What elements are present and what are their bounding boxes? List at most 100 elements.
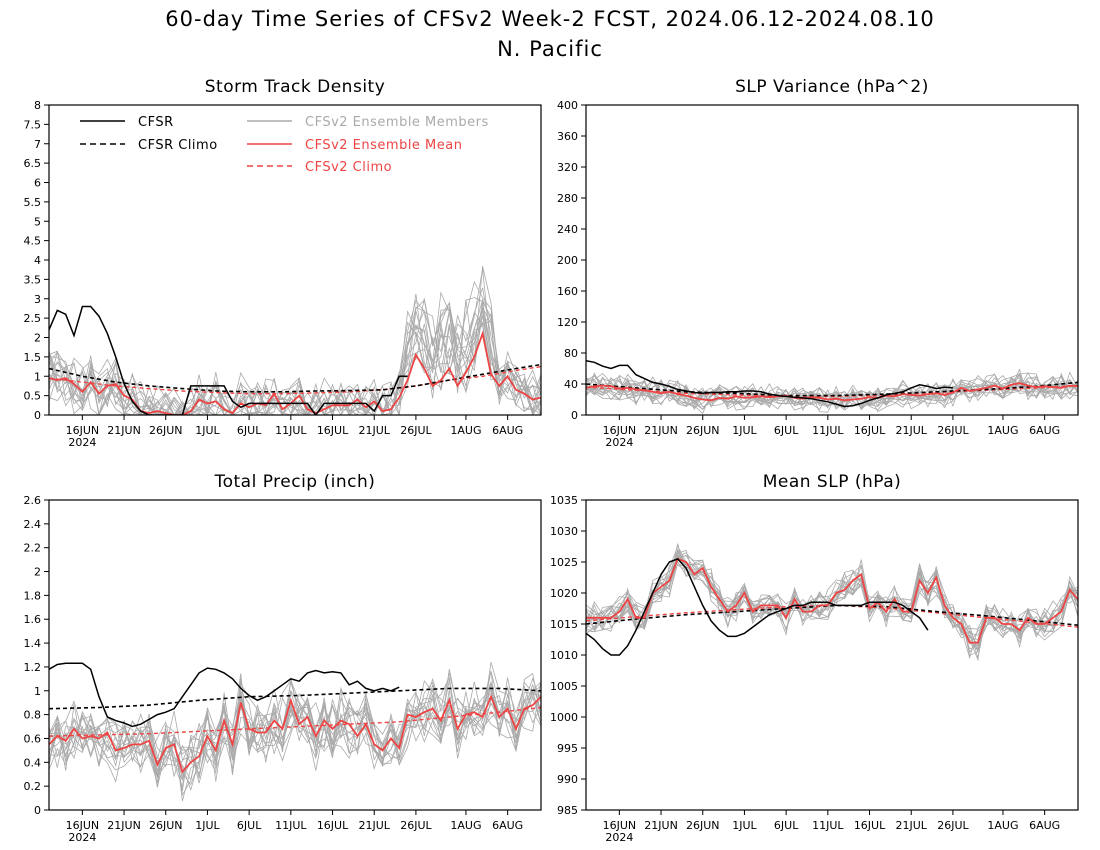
x-tick-label: 26JUL bbox=[400, 819, 432, 832]
ensemble-member-line bbox=[49, 679, 541, 782]
x-tick-label: 6AUG bbox=[1029, 819, 1060, 832]
y-tick-label: 120 bbox=[557, 316, 578, 329]
y-tick-label: 7 bbox=[34, 138, 41, 151]
y-tick-label: 0 bbox=[34, 409, 41, 422]
legend-mean-label: CFSv2 Ensemble Mean bbox=[305, 138, 462, 153]
y-tick-label: 2.6 bbox=[24, 494, 42, 507]
x-tick-label: 26JUN bbox=[149, 819, 183, 832]
x-tick-label: 16JUL bbox=[317, 424, 349, 437]
y-tick-label: 990 bbox=[557, 773, 578, 786]
y-tick-label: 0.4 bbox=[24, 756, 42, 769]
x-tick-label: 6AUG bbox=[492, 424, 523, 437]
x-tick-label: 6JUL bbox=[774, 819, 799, 832]
x-tick-label: 26JUL bbox=[937, 819, 969, 832]
panel-title: SLP Variance (hPa^2) bbox=[735, 77, 929, 97]
x-tick-label: 26JUN bbox=[686, 424, 720, 437]
y-tick-label: 0 bbox=[571, 409, 578, 422]
main-title: 60-day Time Series of CFSv2 Week-2 FCST,… bbox=[165, 7, 934, 31]
x-tick-label: 6JUL bbox=[237, 424, 262, 437]
main-subtitle: N. Pacific bbox=[497, 37, 603, 61]
y-tick-label: 1.4 bbox=[24, 637, 42, 650]
y-tick-label: 400 bbox=[557, 99, 578, 112]
ensemble-member-line bbox=[586, 549, 1078, 658]
y-tick-label: 160 bbox=[557, 285, 578, 298]
y-tick-label: 0.8 bbox=[24, 709, 42, 722]
x-tick-label: 16JUL bbox=[317, 819, 349, 832]
x-tick-label: 16JUN bbox=[603, 819, 637, 832]
y-tick-label: 1000 bbox=[550, 711, 578, 724]
x-tick-label: 21JUL bbox=[359, 424, 391, 437]
x-year-label: 2024 bbox=[605, 436, 633, 449]
y-tick-label: 1005 bbox=[550, 680, 578, 693]
y-tick-label: 1.2 bbox=[24, 661, 42, 674]
x-tick-label: 11JUL bbox=[275, 424, 307, 437]
x-tick-label: 1JUL bbox=[732, 424, 757, 437]
x-year-label: 2024 bbox=[68, 831, 96, 844]
ensemble-member-line bbox=[49, 268, 541, 415]
y-tick-label: 2 bbox=[34, 566, 41, 579]
x-year-label: 2024 bbox=[68, 436, 96, 449]
x-tick-label: 21JUL bbox=[359, 819, 391, 832]
ensemble-member-line bbox=[49, 688, 541, 775]
plot-area bbox=[586, 543, 1078, 662]
x-tick-label: 26JUN bbox=[149, 424, 183, 437]
x-tick-label: 11JUL bbox=[812, 819, 844, 832]
x-tick-label: 21JUL bbox=[896, 819, 928, 832]
plot-frame bbox=[48, 104, 542, 416]
panel-title: Total Precip (inch) bbox=[214, 472, 376, 492]
ensemble-member-line bbox=[49, 308, 541, 415]
y-tick-label: 200 bbox=[557, 254, 578, 267]
y-tick-label: 0.2 bbox=[24, 780, 42, 793]
y-tick-label: 280 bbox=[557, 192, 578, 205]
x-tick-label: 11JUL bbox=[812, 424, 844, 437]
y-tick-label: 3 bbox=[34, 293, 41, 306]
y-tick-label: 1.6 bbox=[24, 613, 42, 626]
y-tick-label: 1035 bbox=[550, 494, 578, 507]
x-year-label: 2024 bbox=[605, 831, 633, 844]
plot-area bbox=[49, 265, 541, 415]
cfsv2-ensemble-mean-line bbox=[49, 694, 541, 774]
ensemble-member-line bbox=[586, 373, 1078, 408]
x-tick-label: 16JUL bbox=[854, 424, 886, 437]
ensemble-member-line bbox=[49, 298, 541, 415]
x-tick-label: 16JUL bbox=[854, 819, 886, 832]
y-tick-label: 7.5 bbox=[24, 118, 42, 131]
y-tick-label: 2.5 bbox=[24, 312, 42, 325]
legend-climo-label: CFSv2 Climo bbox=[305, 160, 392, 175]
y-tick-label: 985 bbox=[557, 804, 578, 817]
cfsr-line bbox=[586, 360, 953, 408]
legend-cfsr-climo-label: CFSR Climo bbox=[138, 138, 218, 153]
y-tick-label: 240 bbox=[557, 223, 578, 236]
x-tick-label: 6AUG bbox=[1029, 424, 1060, 437]
x-tick-label: 16JUN bbox=[603, 424, 637, 437]
x-tick-label: 26JUL bbox=[937, 424, 969, 437]
panel-storm-track-density: Storm Track Density 0 0.5 1 1.5 2 2.5 3 3.5 4 4.5 5… bbox=[24, 77, 542, 449]
ensemble-member-line bbox=[49, 298, 541, 415]
x-tick-label: 21JUN bbox=[107, 819, 141, 832]
legend: CFSR CFSR Climo CFSv2 Ensemble Members C… bbox=[80, 115, 489, 175]
y-tick-label: 0.6 bbox=[24, 732, 42, 745]
y-tick-label: 1010 bbox=[550, 649, 578, 662]
x-tick-label: 6AUG bbox=[492, 819, 523, 832]
plot-frame bbox=[585, 499, 1079, 811]
y-tick-label: 3.5 bbox=[24, 273, 42, 286]
ensemble-member-line bbox=[49, 677, 541, 775]
panel-total-precip: Total Precip (inch) 0 0.2 0.4 0.6 0.8 1 1.2 1.4 1… bbox=[24, 472, 542, 844]
y-tick-label: 6.5 bbox=[24, 157, 42, 170]
x-tick-label: 21JUN bbox=[107, 424, 141, 437]
x-tick-label: 16JUN bbox=[66, 424, 100, 437]
ensemble-member-line bbox=[586, 563, 1078, 652]
y-tick-label: 995 bbox=[557, 742, 578, 755]
y-tick-label: 0.5 bbox=[24, 390, 42, 403]
y-tick-label: 5 bbox=[34, 215, 41, 228]
x-tick-label: 16JUN bbox=[66, 819, 100, 832]
cfsv2-ensemble-mean-line bbox=[586, 557, 1078, 644]
cfsv2-ensemble-mean-line bbox=[586, 382, 1078, 402]
cfsr-line bbox=[49, 305, 408, 415]
cfsr-line bbox=[49, 662, 400, 728]
y-tick-label: 1.8 bbox=[24, 589, 42, 602]
x-tick-label: 21JUN bbox=[644, 819, 678, 832]
legend-members-label: CFSv2 Ensemble Members bbox=[305, 115, 489, 130]
y-tick-label: 6 bbox=[34, 177, 41, 190]
